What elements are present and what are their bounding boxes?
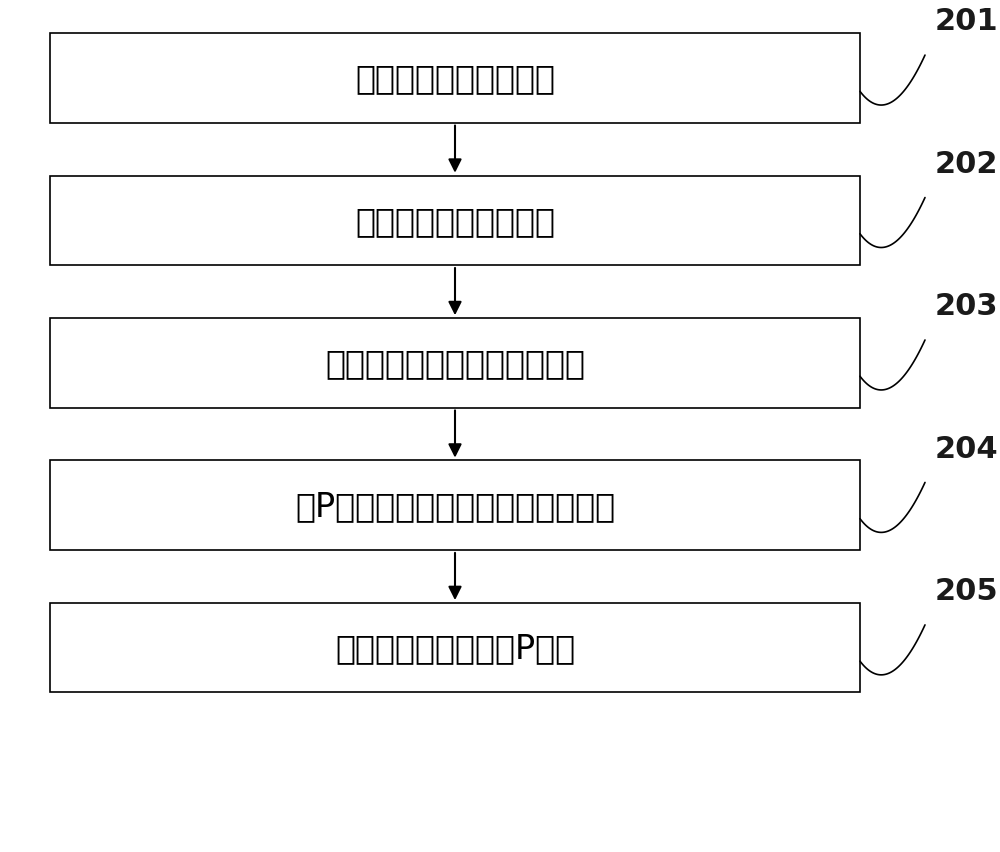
Text: 在透明导电层上生长P电极: 在透明导电层上生长P电极: [335, 631, 575, 665]
Text: 204: 204: [935, 435, 999, 463]
Text: 对发光二极管外延片进行清洗: 对发光二极管外延片进行清洗: [325, 347, 585, 380]
Bar: [50, 34, 860, 124]
Text: 205: 205: [935, 577, 999, 606]
Text: 在P型欧姆接触层上生长透明导电层: 在P型欧姆接触层上生长透明导电层: [295, 489, 615, 522]
Text: 202: 202: [935, 150, 998, 179]
Bar: [50, 176, 860, 266]
Text: 203: 203: [935, 292, 998, 321]
Text: 提供发光二极管外延片: 提供发光二极管外延片: [355, 204, 555, 238]
Bar: [50, 461, 860, 550]
Bar: [50, 319, 860, 408]
Text: 制备发光二极管外延片: 制备发光二极管外延片: [355, 62, 555, 95]
Text: 201: 201: [935, 8, 999, 37]
Bar: [50, 603, 860, 693]
